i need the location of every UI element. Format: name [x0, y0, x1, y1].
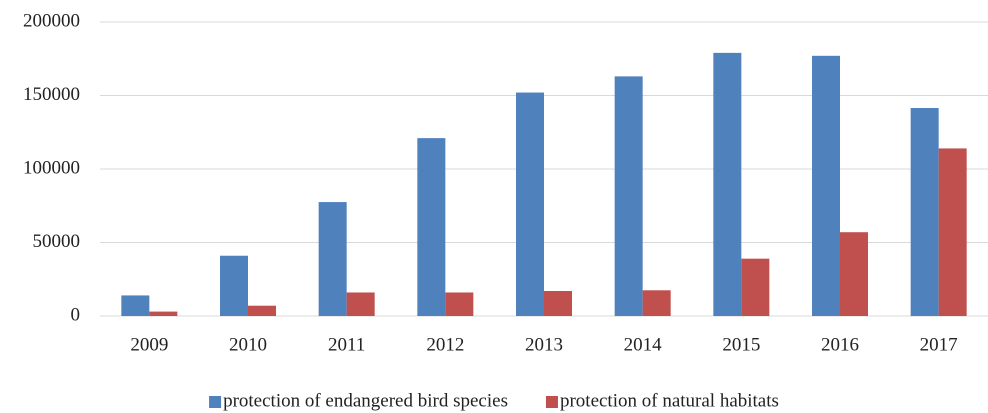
x-tick-label: 2010	[229, 334, 267, 355]
bar	[445, 292, 474, 316]
bar	[346, 292, 375, 316]
bar	[248, 305, 276, 316]
x-tick-label: 2015	[722, 334, 760, 355]
bar	[910, 107, 939, 317]
legend-swatch	[209, 396, 222, 408]
bar	[417, 138, 446, 316]
bar	[840, 232, 868, 316]
bar	[741, 258, 770, 316]
bar	[220, 255, 248, 316]
y-tick-label: 200000	[23, 10, 80, 31]
legend: protection of endangered bird species pro…	[209, 390, 779, 411]
bar	[938, 148, 967, 316]
x-tick-label: 2014	[624, 334, 663, 355]
bar	[713, 52, 742, 317]
bar	[544, 291, 572, 316]
y-tick-label: 50000	[33, 231, 81, 252]
x-tick-label: 2013	[525, 334, 563, 355]
y-tick-label: 0	[71, 304, 81, 325]
bar	[149, 311, 178, 316]
legend-label: protection of natural habitats	[560, 390, 779, 411]
bar	[614, 76, 643, 316]
legend-swatch	[545, 396, 558, 408]
legend-label: protection of endangered bird species	[223, 390, 508, 411]
bar	[642, 290, 671, 316]
bar	[121, 295, 150, 316]
bar	[318, 202, 347, 316]
x-tick-label: 2016	[821, 334, 859, 355]
y-tick-label: 100000	[23, 157, 80, 178]
x-tick-label: 2012	[426, 334, 464, 355]
x-tick-label: 2011	[328, 334, 365, 355]
y-tick-label: 150000	[23, 84, 80, 105]
x-tick-label: 2009	[130, 334, 168, 355]
x-tick-label: 2017	[920, 334, 958, 355]
bar	[516, 92, 544, 316]
bar	[812, 55, 840, 317]
